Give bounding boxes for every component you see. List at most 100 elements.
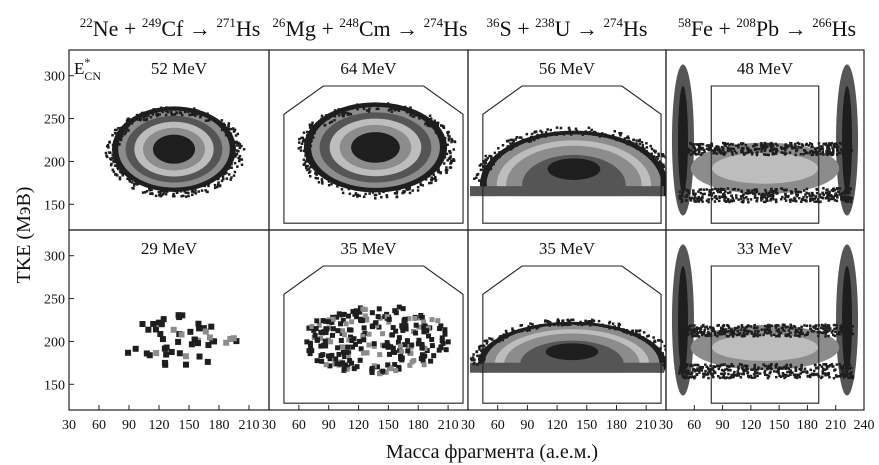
event-mark — [206, 119, 210, 122]
density-map — [468, 318, 666, 410]
event-mark — [796, 334, 799, 337]
event-mark — [317, 181, 321, 184]
event-mark — [793, 142, 797, 146]
mass-number: 238 — [535, 15, 555, 30]
event-mark — [510, 146, 513, 149]
event-mark — [730, 194, 733, 198]
event-mark — [839, 372, 843, 376]
event-mark — [718, 150, 721, 154]
event-mark — [617, 326, 621, 330]
density-map — [104, 106, 246, 198]
event-mark — [753, 376, 756, 379]
event-mark — [309, 144, 313, 148]
event-mark — [730, 364, 733, 367]
event-mark — [446, 134, 450, 137]
density-map — [671, 64, 859, 216]
event-mark — [818, 193, 822, 196]
event-mark — [705, 199, 709, 202]
event-mark — [302, 131, 306, 134]
event-mark — [327, 183, 331, 187]
event-mark — [799, 332, 803, 336]
contour-level-2 — [711, 152, 819, 184]
event-mark — [754, 371, 757, 375]
event-mark — [685, 199, 688, 202]
event-mark — [387, 109, 391, 112]
event-mark — [680, 370, 684, 374]
event-mark — [312, 128, 315, 132]
event-mark — [613, 325, 616, 328]
event-mark — [773, 152, 776, 156]
event-mark — [377, 371, 383, 377]
event-mark — [726, 146, 730, 150]
event-mark — [234, 153, 238, 157]
event-mark — [634, 146, 637, 149]
event-mark — [347, 358, 353, 364]
event-mark — [819, 196, 822, 199]
event-mark — [692, 376, 696, 379]
event-mark — [770, 187, 773, 191]
event-mark — [136, 182, 140, 186]
event-mark — [678, 194, 682, 198]
event-mark — [442, 331, 448, 337]
event-mark — [421, 329, 427, 335]
event-mark — [412, 315, 418, 321]
event-mark — [190, 112, 194, 115]
event-mark — [204, 358, 211, 365]
event-mark — [687, 376, 690, 379]
event-mark — [118, 143, 121, 146]
event-mark — [699, 197, 703, 200]
event-mark — [230, 141, 234, 144]
event-mark — [849, 197, 852, 201]
event-mark — [736, 329, 739, 333]
event-mark — [756, 151, 759, 154]
event-mark — [345, 344, 351, 350]
event-mark — [374, 193, 378, 197]
event-mark — [448, 135, 451, 138]
event-mark — [833, 327, 836, 331]
event-mark — [314, 172, 317, 175]
event-mark — [824, 363, 828, 366]
event-mark — [740, 189, 743, 193]
event-mark — [802, 196, 805, 199]
event-mark — [749, 374, 753, 378]
event-mark — [307, 171, 311, 174]
event-mark — [502, 333, 506, 336]
event-mark — [402, 186, 406, 189]
event-mark — [702, 324, 705, 328]
event-mark — [783, 197, 787, 200]
event-mark — [669, 174, 672, 177]
event-mark — [361, 325, 367, 331]
event-mark — [758, 333, 762, 337]
event-mark — [849, 144, 853, 148]
event-mark — [448, 156, 452, 160]
mass-number: 266 — [812, 15, 832, 30]
event-mark — [742, 368, 745, 372]
contour-level-6 — [351, 132, 400, 163]
event-mark — [822, 363, 825, 366]
event-mark — [488, 337, 491, 340]
event-mark — [742, 193, 745, 196]
event-mark — [756, 371, 759, 374]
event-mark — [161, 107, 165, 111]
event-mark — [316, 322, 322, 328]
event-mark — [312, 136, 315, 139]
element-symbol: Ne — [93, 16, 119, 41]
event-mark — [435, 124, 439, 127]
event-mark — [733, 187, 737, 191]
event-mark — [756, 332, 759, 336]
event-mark — [843, 147, 847, 150]
event-mark — [352, 341, 358, 347]
event-mark — [745, 332, 749, 336]
event-mark — [525, 132, 529, 136]
event-mark — [743, 369, 746, 373]
event-mark — [789, 190, 793, 193]
event-mark — [638, 142, 642, 146]
event-mark — [192, 113, 195, 116]
event-mark — [696, 367, 699, 370]
event-mark — [329, 332, 335, 338]
event-mark — [642, 147, 646, 151]
event-mark — [396, 335, 402, 341]
event-mark — [433, 175, 437, 179]
event-mark — [743, 364, 746, 368]
event-mark — [789, 200, 792, 203]
